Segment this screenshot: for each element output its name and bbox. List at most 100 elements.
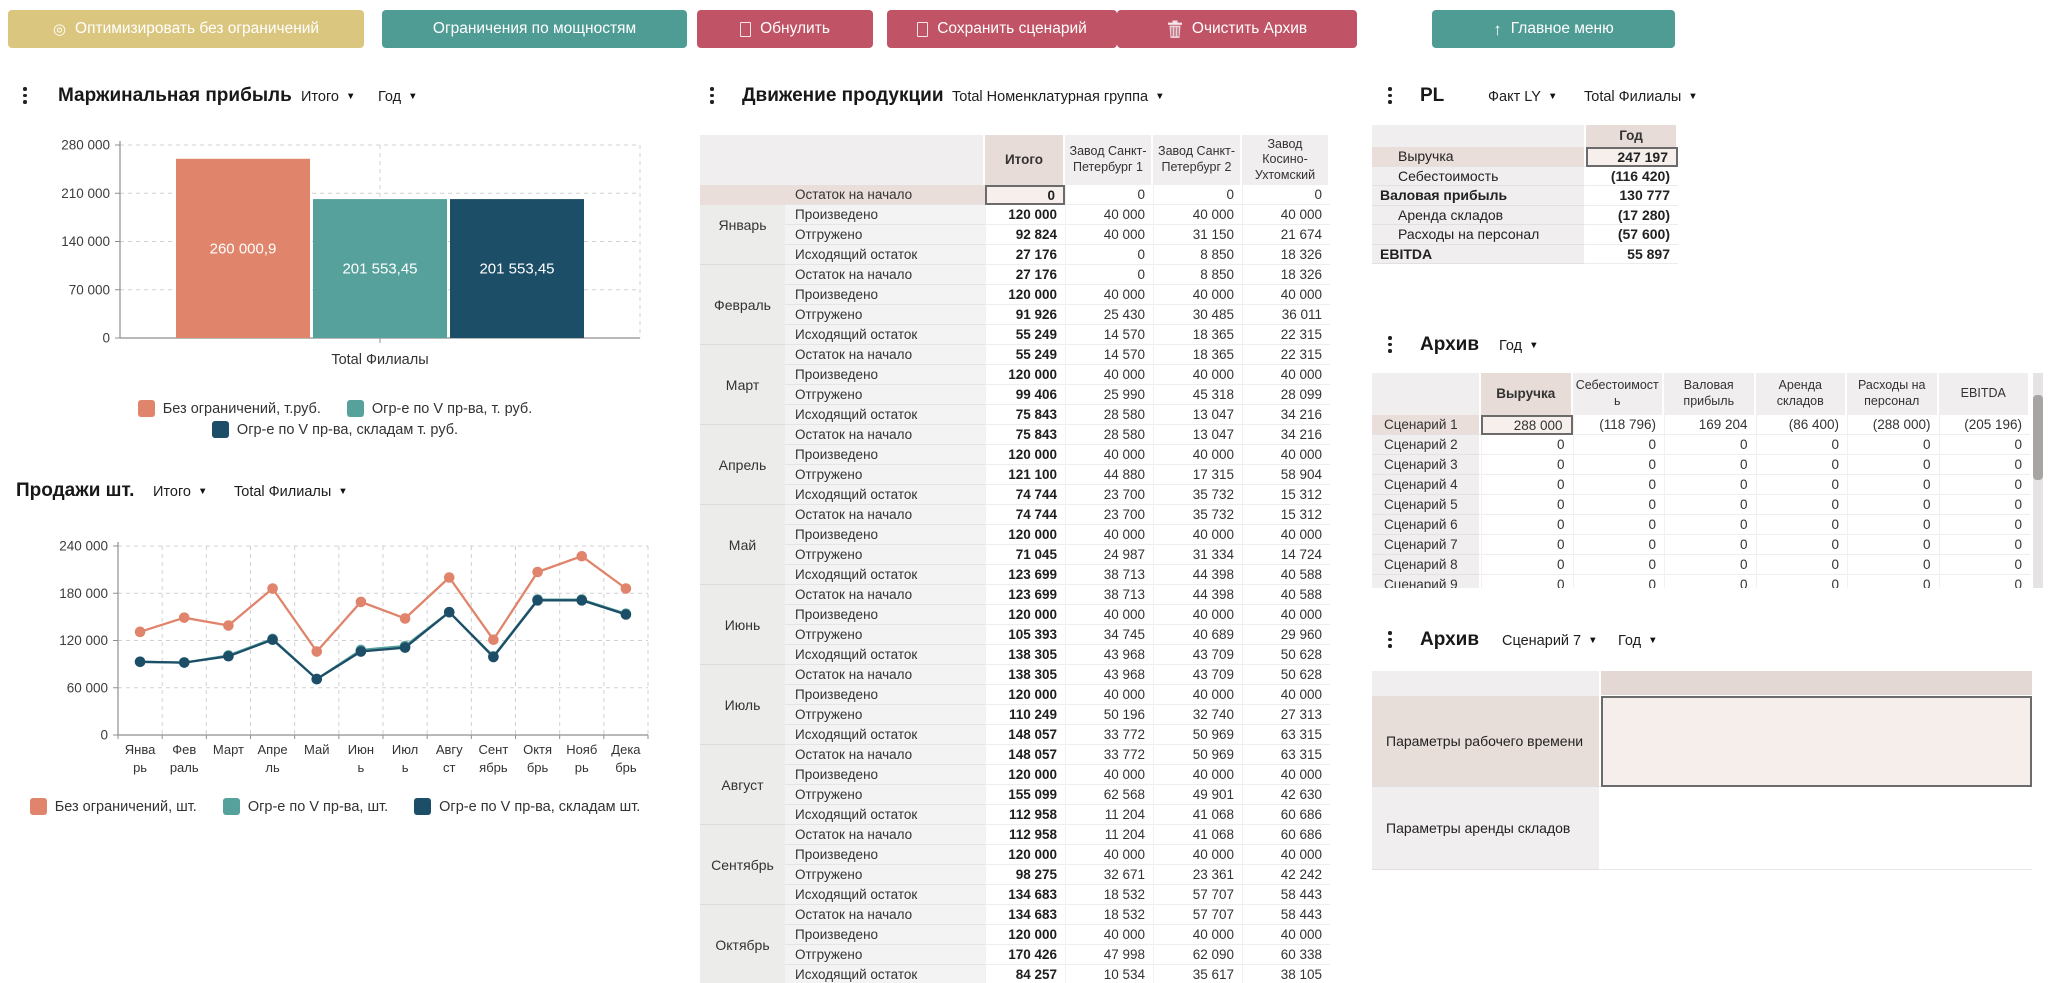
pl-cell[interactable]: (57 600) — [1586, 225, 1678, 245]
movement-cell[interactable]: 44 398 — [1153, 565, 1242, 585]
movement-cell[interactable]: 36 011 — [1242, 305, 1330, 325]
movement-cell[interactable]: 10 534 — [1065, 965, 1153, 983]
data-point[interactable] — [488, 651, 499, 663]
movement-cell[interactable]: 50 969 — [1153, 745, 1242, 765]
movement-cell[interactable]: 58 443 — [1242, 905, 1330, 925]
movement-cell[interactable]: 58 443 — [1242, 885, 1330, 905]
archive-menu-icon[interactable] — [1382, 333, 1398, 356]
movement-cell[interactable]: 40 000 — [1242, 285, 1330, 305]
movement-cell[interactable]: 23 361 — [1153, 865, 1242, 885]
movement-cell[interactable]: 50 196 — [1065, 705, 1153, 725]
movement-cell[interactable]: 110 249 — [985, 705, 1065, 725]
sales-filter-total[interactable]: Итого ▼ — [153, 483, 207, 501]
movement-cell[interactable]: 15 312 — [1242, 485, 1330, 505]
movement-cell[interactable]: 15 312 — [1242, 505, 1330, 525]
movement-cell[interactable]: 123 699 — [985, 565, 1065, 585]
archive-cell[interactable]: 0 — [1847, 575, 1939, 588]
movement-cell[interactable]: 40 000 — [1065, 605, 1153, 625]
movement-cell[interactable]: 8 850 — [1153, 245, 1242, 265]
archive-cell[interactable]: 0 — [1938, 535, 2030, 555]
data-point[interactable] — [134, 626, 146, 638]
movement-cell[interactable]: 74 744 — [985, 505, 1065, 525]
archive-cell[interactable]: 0 — [1481, 435, 1573, 455]
archive-cell[interactable]: (86 400) — [1755, 415, 1847, 435]
movement-cell[interactable]: 58 904 — [1242, 465, 1330, 485]
pl-filter-fact[interactable]: Факт LY ▼ — [1488, 88, 1557, 106]
movement-cell[interactable]: 40 000 — [1242, 445, 1330, 465]
data-point[interactable] — [443, 572, 455, 583]
data-point[interactable] — [355, 596, 367, 608]
data-point[interactable] — [399, 642, 411, 653]
movement-cell[interactable]: 43 709 — [1153, 665, 1242, 685]
data-point[interactable] — [178, 612, 190, 623]
archive-params-cell[interactable] — [1601, 696, 2032, 787]
movement-cell[interactable]: 40 000 — [1065, 765, 1153, 785]
movement-cell[interactable]: 38 713 — [1065, 565, 1153, 585]
movement-cell[interactable]: 18 326 — [1242, 245, 1330, 265]
pl-cell[interactable]: (17 280) — [1586, 205, 1678, 225]
movement-cell[interactable]: 120 000 — [985, 205, 1065, 225]
movement-cell[interactable]: 60 686 — [1242, 825, 1330, 845]
data-point[interactable] — [355, 646, 367, 657]
clear-archive-button[interactable]: Очистить Архив — [1117, 10, 1357, 48]
movement-cell[interactable]: 27 176 — [985, 245, 1065, 265]
data-point[interactable] — [267, 634, 278, 646]
movement-cell[interactable]: 47 998 — [1065, 945, 1153, 965]
movement-cell[interactable]: 40 000 — [1065, 285, 1153, 305]
movement-cell[interactable]: 63 315 — [1242, 745, 1330, 765]
capacity-limits-button[interactable]: Ограничения по мощностям — [382, 10, 687, 48]
movement-cell[interactable]: 92 824 — [985, 225, 1065, 245]
archive-cell[interactable]: 0 — [1664, 475, 1756, 495]
archive-cell[interactable]: 0 — [1664, 455, 1756, 475]
movement-cell[interactable]: 40 000 — [1065, 365, 1153, 385]
archive-cell[interactable]: 0 — [1572, 495, 1664, 515]
archive-cell[interactable]: 0 — [1664, 495, 1756, 515]
movement-cell[interactable]: 40 000 — [1153, 845, 1242, 865]
archive-cell[interactable]: 0 — [1755, 555, 1847, 575]
movement-cell[interactable]: 123 699 — [985, 585, 1065, 605]
data-point[interactable] — [576, 550, 588, 562]
movement-cell[interactable]: 40 000 — [1153, 285, 1242, 305]
pl-cell[interactable]: 55 897 — [1586, 244, 1678, 264]
movement-cell[interactable]: 148 057 — [985, 725, 1065, 745]
movement-cell[interactable]: 40 000 — [1242, 205, 1330, 225]
movement-cell[interactable]: 43 968 — [1065, 645, 1153, 665]
archive-cell[interactable]: 0 — [1847, 435, 1939, 455]
data-point[interactable] — [532, 595, 543, 606]
movement-cell[interactable]: 138 305 — [985, 645, 1065, 665]
archive-cell[interactable]: (118 796) — [1572, 415, 1664, 435]
movement-cell[interactable]: 14 724 — [1242, 545, 1330, 565]
archive-params-filter-period[interactable]: Год ▼ — [1618, 632, 1658, 650]
movement-cell[interactable]: 18 326 — [1242, 265, 1330, 285]
movement-cell[interactable]: 43 709 — [1153, 645, 1242, 665]
movement-cell[interactable]: 11 204 — [1065, 805, 1153, 825]
movement-cell[interactable]: 44 398 — [1153, 585, 1242, 605]
data-point[interactable] — [399, 613, 411, 624]
movement-cell[interactable]: 18 532 — [1065, 885, 1153, 905]
archive-cell[interactable]: 0 — [1481, 535, 1573, 555]
movement-cell[interactable]: 63 315 — [1242, 725, 1330, 745]
movement-cell[interactable]: 40 000 — [1242, 925, 1330, 945]
movement-cell[interactable]: 134 683 — [985, 905, 1065, 925]
movement-cell[interactable]: 40 000 — [1242, 525, 1330, 545]
archive-cell[interactable]: 0 — [1481, 475, 1573, 495]
data-point[interactable] — [620, 609, 632, 620]
movement-cell[interactable]: 32 740 — [1153, 705, 1242, 725]
movement-cell[interactable]: 40 000 — [1153, 365, 1242, 385]
movement-cell[interactable]: 60 338 — [1242, 945, 1330, 965]
movement-cell[interactable]: 0 — [1153, 185, 1242, 205]
movement-cell[interactable]: 8 850 — [1153, 265, 1242, 285]
sales-filter-branch[interactable]: Total Филиалы ▼ — [234, 483, 348, 501]
movement-cell[interactable]: 22 315 — [1242, 345, 1330, 365]
movement-cell[interactable]: 50 628 — [1242, 665, 1330, 685]
bar[interactable] — [313, 199, 447, 338]
pl-cell[interactable]: 247 197 — [1586, 147, 1678, 167]
archive-cell[interactable]: 288 000 — [1481, 415, 1573, 435]
archive-cell[interactable]: (288 000) — [1847, 415, 1939, 435]
movement-cell[interactable]: 40 000 — [1065, 225, 1153, 245]
movement-cell[interactable]: 22 315 — [1242, 325, 1330, 345]
archive-cell[interactable]: (205 196) — [1938, 415, 2030, 435]
movement-cell[interactable]: 18 532 — [1065, 905, 1153, 925]
movement-cell[interactable]: 14 570 — [1065, 325, 1153, 345]
pl-cell[interactable]: (116 420) — [1586, 166, 1678, 186]
